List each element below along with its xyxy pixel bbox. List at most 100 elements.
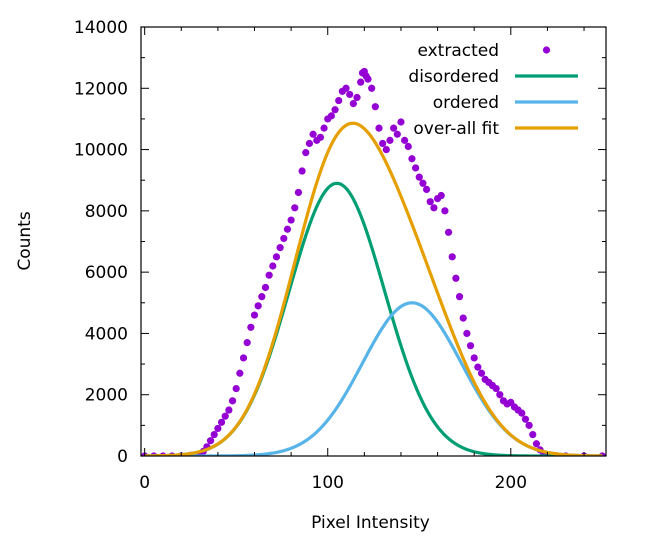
extracted-point — [390, 124, 398, 132]
extracted-point — [298, 167, 306, 175]
extracted-point — [331, 106, 339, 114]
extracted-point — [221, 412, 229, 420]
legend-entry: ordered — [433, 93, 578, 113]
extracted-point — [272, 253, 281, 261]
extracted-point — [529, 430, 537, 439]
extracted-point — [335, 96, 343, 105]
y-tick-label: 10000 — [74, 141, 128, 161]
legend-point-symbol — [542, 46, 551, 54]
extracted-point — [459, 314, 467, 322]
x-tick-label: 100 — [312, 473, 344, 493]
extracted-point — [477, 369, 486, 377]
x-axis-label: Pixel Intensity — [311, 513, 430, 533]
extracted-point — [357, 78, 365, 86]
extracted-point — [346, 90, 354, 99]
extracted-point — [210, 430, 218, 439]
extracted-point — [302, 149, 310, 157]
extracted-point — [437, 191, 445, 200]
extracted-point — [382, 145, 390, 154]
extracted-point — [305, 139, 314, 148]
extracted-point — [521, 415, 530, 423]
extracted-point — [386, 136, 394, 144]
extracted-point — [320, 124, 328, 132]
extracted-point — [412, 164, 420, 172]
extracted-point — [492, 384, 500, 393]
extracted-point — [466, 342, 475, 350]
extracted-point — [393, 130, 401, 138]
y-axis-label: Counts — [15, 211, 35, 270]
extracted-point — [228, 397, 237, 405]
y-tick-label: 2000 — [85, 386, 128, 406]
extracted-point — [214, 424, 222, 433]
legend-entry: disordered — [408, 67, 578, 87]
legend-label: extracted — [417, 41, 499, 61]
y-tick-label: 6000 — [85, 263, 128, 283]
y-tick-label: 4000 — [85, 324, 128, 344]
legend-label: over-all fit — [413, 119, 499, 139]
extracted-point — [291, 204, 299, 212]
extracted-point — [364, 75, 372, 83]
labels-layer: 0 2000 4000 6000 8000 10000 12000 14000 0 100 200 P… — [15, 18, 527, 533]
extracted-point — [474, 363, 482, 371]
extracted-point — [496, 391, 504, 399]
extracted-point — [206, 437, 215, 445]
extracted-point — [287, 216, 295, 224]
extracted-point — [532, 440, 541, 448]
y-tick-label: 14000 — [74, 18, 128, 38]
extracted-point — [401, 136, 409, 144]
legend-label: ordered — [433, 93, 499, 113]
extracted-point — [375, 124, 383, 132]
extracted-point — [258, 293, 266, 301]
extracted-point — [261, 283, 270, 292]
extracted-point — [448, 253, 456, 261]
y-tick-label: 0 — [117, 447, 128, 467]
legend-label: disordered — [408, 67, 499, 87]
extracted-point — [327, 112, 335, 120]
disordered-curve — [144, 181, 603, 456]
extracted-point — [419, 179, 427, 187]
legend-entry: extracted — [417, 41, 551, 61]
extracted-point — [353, 93, 361, 102]
extracted-point — [408, 155, 416, 163]
extracted-point — [525, 421, 533, 429]
extracted-point — [254, 302, 262, 310]
series-layer — [141, 67, 606, 456]
extracted-point — [455, 293, 464, 301]
extracted-point — [422, 185, 431, 194]
extracted-point — [239, 354, 248, 362]
y-tick-label: 8000 — [85, 202, 128, 222]
extracted-point — [342, 84, 350, 92]
extracted-point — [444, 228, 453, 236]
extracted-point — [250, 311, 259, 319]
y-tick-label: 12000 — [74, 79, 128, 99]
extracted-point — [280, 234, 288, 243]
extracted-point — [470, 354, 478, 362]
legend-entry: over-all fit — [413, 119, 578, 139]
extracted-point — [225, 406, 233, 414]
over-all-fit-curve — [144, 121, 603, 456]
extracted-point — [349, 100, 357, 108]
extracted-point — [265, 271, 273, 279]
extracted-point — [430, 204, 438, 212]
legend: extracted disordered ordered over-all fit — [408, 41, 578, 139]
x-tick-label: 0 — [139, 473, 150, 493]
extracted-point — [236, 369, 244, 377]
extracted-point — [397, 118, 405, 126]
extracted-point — [269, 262, 277, 270]
extracted-point — [368, 84, 376, 92]
extracted-point — [463, 329, 471, 338]
extracted-point — [404, 142, 412, 151]
extracted-point — [232, 384, 240, 393]
extracted-point — [518, 409, 526, 417]
extracted-point — [452, 274, 460, 282]
x-tick-label: 200 — [495, 473, 527, 493]
extracted-point — [316, 133, 325, 141]
extracted-point — [309, 130, 317, 138]
extracted-point — [441, 207, 449, 215]
extracted-point — [283, 225, 292, 233]
extracted-point — [243, 339, 251, 347]
extracted-point — [379, 139, 387, 148]
extracted-point — [371, 103, 379, 111]
extracted-point — [294, 188, 303, 197]
